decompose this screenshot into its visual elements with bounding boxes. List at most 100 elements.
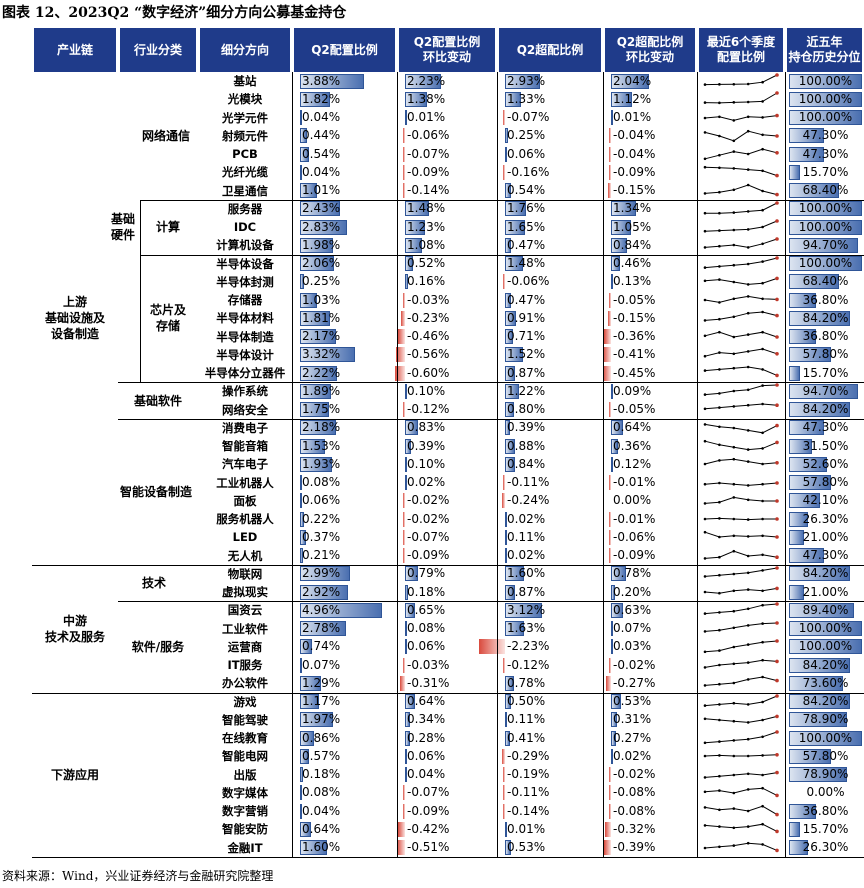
sparkline-point (775, 753, 779, 757)
bar-area: 0.06% (405, 639, 487, 655)
subsector-name: 消费电子 (222, 420, 268, 435)
header-q2-overweight-change: Q2超配比例 环比变动 (603, 28, 697, 72)
header-cell-bg (294, 28, 395, 72)
table-row: 光模块 1.82% 1.38% 1.33% 1.12% 100.00% (32, 90, 864, 108)
sparkline (703, 495, 779, 505)
data-bar-positive (505, 219, 525, 235)
q2-alloc-cell: 3.88% (292, 72, 397, 90)
header-cell-bg (605, 28, 695, 72)
bar-area: 2.18% (300, 420, 387, 436)
bar-value: -0.39% (613, 840, 656, 855)
sparkline-point (775, 770, 779, 774)
bar-value: 1.65% (507, 219, 546, 234)
percentile-value: 57.80% (802, 347, 849, 362)
q2-overweight-cell: 0.02% (497, 547, 603, 565)
percentile-value: 89.40% (802, 602, 849, 617)
trend-cell (697, 72, 785, 90)
sparkline-path (704, 622, 778, 632)
percentile-area: 36.80% (789, 329, 862, 345)
bar-area: 0.87% (505, 584, 593, 600)
percentile-area: 100.00% (789, 639, 862, 655)
subsector-name: 国资云 (227, 603, 263, 618)
bar-value: -0.06% (407, 128, 450, 143)
table-row: 计算机设备 1.98% 1.08% 0.47% 0.84% 94.70% (32, 236, 864, 254)
data-bar-negative (609, 164, 611, 180)
bar-value: 0.06% (302, 493, 341, 508)
bar-value: -0.04% (613, 146, 656, 161)
q2-alloc-cell: 1.97% (292, 711, 397, 729)
percentile-cell: 78.90% (785, 766, 864, 784)
bar-area: 0.06% (300, 493, 387, 509)
sparkline-point (775, 714, 779, 718)
sparkline (703, 693, 779, 707)
bar-value: 0.11% (507, 712, 546, 727)
trend-cell (697, 620, 785, 638)
q2-overweight-change-cell: -0.01% (603, 510, 697, 528)
sparkline-point (732, 681, 736, 685)
percentile-bar (789, 748, 832, 764)
bar-area: -0.24% (502, 493, 593, 509)
percentile-bar (789, 657, 851, 673)
sparkline-path (704, 220, 778, 232)
q2-alloc-cell: 1.75% (292, 401, 397, 419)
sparkline-path (704, 695, 778, 706)
sparkline-point (775, 133, 779, 138)
trend-cell (697, 127, 785, 145)
group-label: 中游 技术及服务 (44, 613, 105, 644)
sparkline-point (761, 553, 764, 556)
bar-value: 1.01% (302, 183, 341, 198)
sparkline-point (746, 607, 750, 611)
divider (32, 856, 864, 858)
data-bar-positive (300, 310, 331, 326)
q2-overweight-change-cell: 2.04% (603, 72, 697, 90)
subsector-name: 汽车电子 (222, 457, 268, 472)
sparkline-point (746, 332, 750, 336)
percentile-area: 36.80% (789, 292, 862, 308)
percentile-value: 47.30% (802, 146, 849, 161)
subsector-name: 操作系统 (222, 384, 268, 399)
percentile-bar (789, 274, 839, 290)
sparkline-point (746, 518, 750, 521)
q2-alloc-change-cell: 0.10% (397, 455, 497, 473)
sparkline-point (761, 259, 764, 263)
bar-value: 0.06% (407, 748, 446, 763)
bar-area: 0.57% (300, 748, 387, 764)
bar-area: -0.06% (609, 529, 687, 545)
bar-value: -0.02% (613, 657, 656, 672)
sparkline-point (718, 330, 721, 333)
q2-alloc-cell: 2.06% (292, 255, 397, 273)
bar-value: -0.02% (407, 511, 450, 526)
sparkline (703, 714, 779, 724)
sector-technology: 技术 (122, 565, 186, 602)
subsector-name: 半导体分立器件 (204, 366, 286, 380)
data-bar-negative (403, 548, 405, 564)
bar-value: -0.15% (613, 183, 656, 198)
percentile-value: 36.80% (802, 803, 849, 818)
bar-area: 0.04% (300, 110, 387, 126)
subsector-name: 智能安防 (222, 822, 268, 837)
table-row: 运营商 0.74% 0.06% -2.23% 0.03% 100.00% (32, 638, 864, 656)
data-bar-positive (405, 456, 407, 472)
bar-value: 1.63% (507, 621, 546, 636)
q2-alloc-change-cell: -0.12% (397, 401, 497, 419)
bar-value: -0.11% (507, 475, 550, 490)
q2-overweight-change-cell: -0.41% (603, 346, 697, 364)
sparkline-point (732, 572, 736, 576)
table-row: 办公软件 1.29% -0.31% 0.78% -0.27% 73.60% (32, 674, 864, 692)
sparkline-point (718, 153, 721, 157)
divider (118, 418, 864, 420)
bar-value: -0.32% (613, 821, 656, 836)
percentile-area: 15.70% (789, 365, 862, 381)
percentile-area: 57.80% (789, 347, 862, 363)
sparkline-point (732, 773, 736, 776)
subsector-name: 运营商 (227, 639, 263, 654)
trend-cell (697, 583, 785, 601)
sparkline-point (761, 754, 764, 757)
bar-value: 1.29% (302, 675, 341, 690)
bar-area: -0.07% (503, 110, 593, 126)
bar-area: -0.09% (403, 803, 487, 819)
bar-value: 1.52% (507, 347, 546, 362)
percentile-cell: 52.60% (785, 455, 864, 473)
sparkline-point (703, 166, 707, 169)
divider (603, 72, 604, 857)
